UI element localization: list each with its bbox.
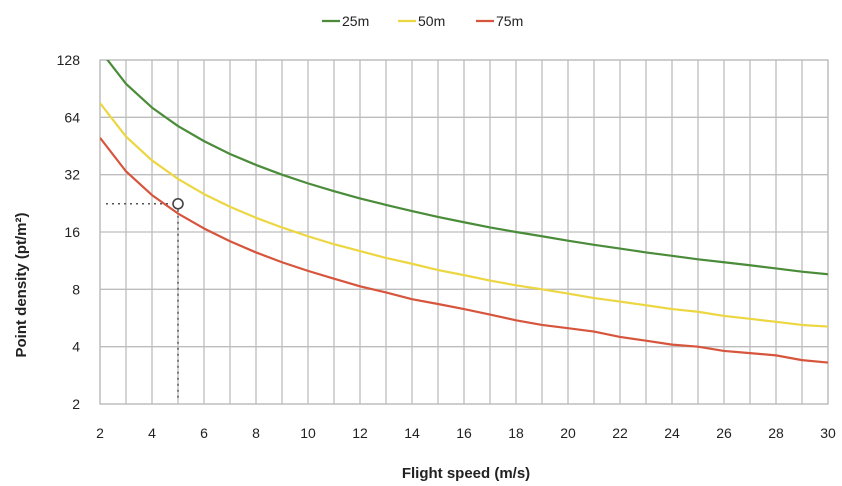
- plot-area: [100, 60, 828, 400]
- legend: 25m 50m 75m: [322, 13, 523, 29]
- series-line-25m: [106, 60, 828, 276]
- legend-label-50m: 50m: [418, 13, 445, 29]
- x-tick-label: 8: [252, 425, 260, 441]
- x-tick-label: 20: [560, 425, 576, 441]
- x-tick-label: 16: [456, 425, 472, 441]
- x-tick-label: 6: [200, 425, 208, 441]
- x-tick-label: 28: [768, 425, 784, 441]
- x-axis-title: Flight speed (m/s): [402, 465, 530, 482]
- y-tick-label: 2: [72, 396, 80, 412]
- x-tick-label: 14: [404, 425, 420, 441]
- series-line-75m: [100, 137, 828, 364]
- x-tick-label: 24: [664, 425, 680, 441]
- legend-label-75m: 75m: [496, 13, 523, 29]
- x-tick-label: 2: [96, 425, 104, 441]
- x-tick-label: 4: [148, 425, 156, 441]
- y-tick-label: 128: [57, 52, 81, 68]
- annotation-marker: [172, 198, 184, 210]
- x-tick-label: 18: [508, 425, 524, 441]
- x-tick-label: 12: [352, 425, 368, 441]
- legend-label-25m: 25m: [342, 13, 369, 29]
- y-tick-label: 64: [64, 109, 80, 125]
- y-axis-title: Point density (pt/m²): [13, 213, 30, 358]
- series-line-50m: [100, 102, 828, 328]
- y-tick-label: 32: [64, 167, 80, 183]
- x-tick-label: 30: [820, 425, 836, 441]
- x-tick-label: 26: [716, 425, 732, 441]
- y-tick-label: 4: [72, 339, 80, 355]
- x-tick-label: 10: [300, 425, 316, 441]
- grid: [99, 59, 829, 405]
- y-tick-label: 16: [64, 224, 80, 240]
- y-tick-label: 8: [72, 281, 80, 297]
- x-tick-label: 22: [612, 425, 628, 441]
- plot-frame: [99, 59, 829, 405]
